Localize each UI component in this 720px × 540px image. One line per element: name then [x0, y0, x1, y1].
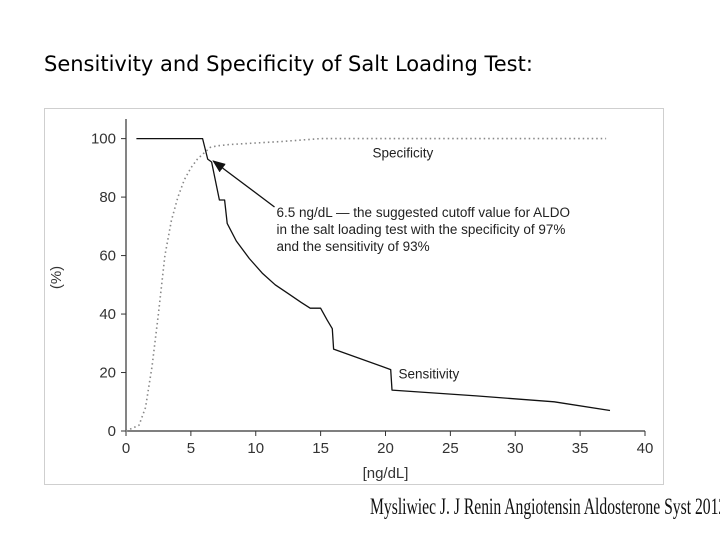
- y-tick-label: 80: [99, 189, 116, 206]
- x-tick-label: 15: [312, 440, 329, 457]
- x-axis-label: [ng/dL]: [363, 465, 409, 482]
- x-tick-label: 10: [247, 440, 264, 457]
- x-tick-label: 30: [507, 440, 524, 457]
- specificity-series-line: [125, 137, 607, 432]
- y-axis-label: (%): [48, 266, 65, 289]
- sensitivity-specificity-chart: 0 5 10 15 20 25 30 35 40 0 20 40 60 80 100 [ng/dL] (%) Sp…: [48, 119, 654, 482]
- x-tick-label: 40: [637, 440, 654, 457]
- annotation-line-3: and the sensitivity of 93%: [277, 239, 430, 254]
- y-tick-label: 60: [99, 248, 116, 265]
- slide-title: Sensitivity and Specificity of Salt Load…: [44, 52, 533, 76]
- chart-frame: 0 5 10 15 20 25 30 35 40 0 20 40 60 80 100 [ng/dL] (%) Sp…: [44, 108, 664, 485]
- y-tick-label: 40: [99, 306, 116, 323]
- specificity-series-label: Specificity: [373, 146, 434, 161]
- x-tick-label: 5: [187, 440, 195, 457]
- sensitivity-series-line: [136, 137, 611, 412]
- y-tick-label: 100: [91, 131, 116, 148]
- citation: Mysliwiec J. J Renin Angiotensin Aldoste…: [370, 494, 720, 519]
- annotation-line-1: 6.5 ng/dL — the suggested cutoff value f…: [277, 205, 570, 220]
- x-tick-label: 35: [572, 440, 589, 457]
- y-tick-label: 0: [108, 423, 116, 440]
- x-tick-label: 25: [442, 440, 459, 457]
- annotation-arrow: [212, 160, 275, 208]
- annotation-line-2: in the salt loading test with the specif…: [277, 222, 566, 237]
- x-tick-label: 20: [377, 440, 394, 457]
- sensitivity-series-label: Sensitivity: [398, 366, 459, 381]
- x-tick-label: 0: [122, 440, 130, 457]
- y-tick-label: 20: [99, 365, 116, 382]
